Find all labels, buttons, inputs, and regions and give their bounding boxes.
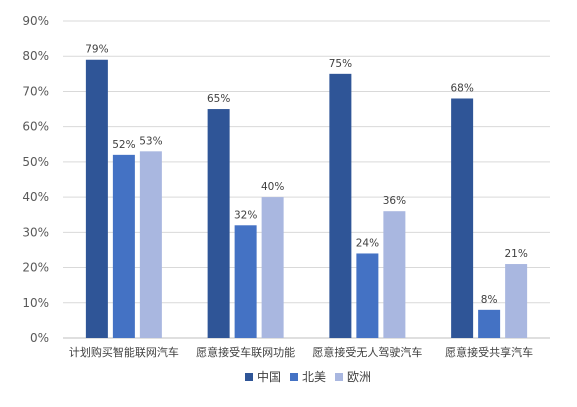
- bar: [383, 211, 406, 338]
- category-label: 愿意接受无人驾驶汽车: [312, 345, 422, 359]
- data-label: 53%: [139, 135, 162, 147]
- data-label: 68%: [450, 82, 473, 94]
- data-label: 65%: [207, 93, 230, 105]
- legend-label: 中国: [257, 369, 281, 384]
- data-label: 24%: [356, 237, 379, 249]
- y-tick-label: 30%: [22, 225, 49, 239]
- data-label: 40%: [261, 181, 284, 193]
- data-label: 36%: [383, 195, 406, 207]
- bar: [234, 225, 257, 338]
- y-tick-label: 80%: [22, 49, 49, 63]
- y-tick-label: 0%: [30, 331, 49, 345]
- bar: [329, 73, 352, 338]
- y-tick-label: 90%: [22, 14, 49, 28]
- data-label: 52%: [112, 139, 135, 151]
- bar: [207, 109, 230, 338]
- bar: [505, 264, 528, 338]
- bar: [478, 309, 501, 338]
- legend-label: 北美: [302, 370, 326, 384]
- legend-label: 欧洲: [347, 370, 371, 384]
- y-tick-label: 40%: [22, 190, 49, 204]
- bar: [261, 197, 284, 338]
- y-tick-label: 50%: [22, 155, 49, 169]
- bar: [139, 151, 162, 338]
- category-label: 计划购买智能联网汽车: [69, 345, 179, 359]
- bar: [112, 154, 135, 338]
- data-label: 8%: [481, 294, 498, 306]
- data-label: 79%: [85, 44, 108, 56]
- legend-swatch: [335, 373, 343, 381]
- data-label: 21%: [504, 248, 527, 260]
- y-tick-label: 60%: [22, 120, 49, 134]
- data-label: 75%: [329, 58, 352, 70]
- y-tick-label: 10%: [22, 296, 49, 310]
- category-label: 愿意接受车联网功能: [196, 345, 295, 359]
- data-label: 32%: [234, 209, 257, 221]
- legend-swatch: [290, 373, 298, 381]
- y-tick-label: 70%: [22, 84, 49, 98]
- bar: [451, 98, 474, 338]
- bar: [85, 59, 108, 338]
- legend-swatch: [245, 373, 253, 381]
- category-label: 愿意接受共享汽车: [445, 345, 533, 359]
- bar: [356, 253, 379, 338]
- y-tick-label: 20%: [22, 261, 49, 275]
